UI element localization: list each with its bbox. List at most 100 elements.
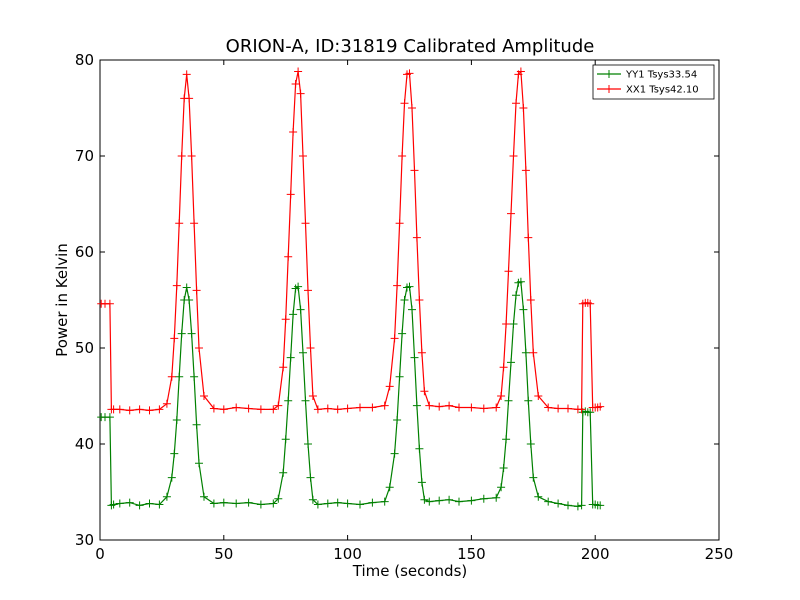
data-point — [564, 501, 572, 510]
data-point — [400, 99, 409, 108]
data-point — [185, 94, 194, 103]
data-point — [519, 305, 528, 314]
data-point — [195, 344, 203, 352]
data-point — [577, 405, 586, 414]
legend-marker — [605, 70, 613, 78]
data-point — [380, 401, 389, 410]
data-point — [274, 401, 283, 410]
data-point — [109, 500, 118, 509]
data-point — [492, 403, 501, 412]
data-point — [219, 498, 228, 507]
data-point — [534, 492, 543, 501]
data-point — [244, 498, 253, 507]
data-point — [509, 320, 518, 328]
data-point — [408, 104, 416, 112]
data-point — [507, 209, 515, 218]
data-point — [408, 305, 416, 314]
data-point — [398, 329, 407, 338]
data-point — [521, 348, 530, 357]
data-point — [200, 492, 208, 501]
x-tick-label-50: 50 — [214, 545, 233, 563]
data-point — [393, 281, 402, 290]
data-point — [145, 499, 154, 508]
data-point — [417, 478, 426, 487]
data-point — [596, 501, 605, 510]
data-point — [554, 404, 563, 413]
legend: YY1 Tsys33.54 XX1 Tsys42.10 — [592, 64, 715, 100]
x-axis-label: Time (seconds) — [352, 562, 468, 580]
data-point — [512, 291, 520, 300]
data-point — [177, 152, 186, 160]
chart-title: ORION-A, ID:31819 Calibrated Amplitude — [226, 36, 595, 57]
data-point — [125, 406, 134, 415]
data-point — [333, 498, 342, 507]
y-tick-label-50: 50 — [75, 339, 94, 357]
x-tick-label-0: 0 — [95, 545, 105, 563]
data-point — [167, 473, 176, 482]
series-layer — [97, 67, 605, 511]
data-point — [244, 404, 253, 413]
axis-ticks: 0 50 100 150 200 250 30 40 50 60 70 80 — [75, 51, 733, 563]
data-point — [410, 166, 419, 175]
data-point — [162, 492, 171, 501]
data-point — [284, 252, 293, 261]
data-point — [209, 499, 218, 508]
data-point — [405, 69, 414, 78]
data-point — [504, 396, 513, 405]
data-point — [190, 372, 199, 381]
data-point — [467, 496, 476, 505]
data-point — [301, 219, 310, 228]
data-point — [415, 296, 424, 304]
data-point — [385, 382, 394, 391]
legend-label: XX1 Tsys42.10 — [626, 85, 699, 96]
data-point — [420, 387, 429, 396]
data-point — [190, 219, 199, 228]
legend-item-1: YY1 Tsys33.54 — [597, 70, 697, 81]
data-point — [115, 499, 124, 508]
data-point — [192, 286, 201, 295]
data-point — [516, 67, 525, 76]
data-point — [398, 152, 407, 160]
data-point — [534, 392, 543, 400]
data-point — [455, 497, 463, 506]
data-point — [393, 416, 402, 424]
data-point — [155, 500, 164, 509]
legend-item-2: XX1 Tsys42.10 — [597, 85, 699, 96]
x-tick-label-200: 200 — [581, 545, 610, 563]
data-point — [172, 281, 181, 290]
data-point — [504, 267, 513, 276]
data-point — [294, 67, 303, 76]
data-point — [232, 499, 241, 508]
data-point — [304, 286, 312, 295]
data-point — [185, 296, 194, 304]
data-point — [313, 500, 322, 509]
data-point — [200, 392, 208, 400]
data-point — [343, 499, 352, 508]
data-point — [286, 353, 295, 362]
data-point — [425, 497, 434, 506]
data-point — [192, 420, 201, 429]
y-tick-label-30: 30 — [75, 531, 94, 549]
data-point — [390, 334, 399, 343]
data-point — [170, 449, 179, 458]
data-point — [507, 358, 515, 367]
data-point — [105, 413, 114, 422]
data-point — [289, 128, 298, 136]
data-point — [400, 296, 409, 304]
data-point — [175, 372, 184, 381]
data-point — [502, 435, 511, 444]
data-point — [155, 405, 164, 414]
data-point — [175, 219, 184, 228]
data-point — [368, 498, 377, 507]
data-point — [306, 344, 315, 352]
data-point — [499, 363, 508, 372]
data-point — [526, 296, 535, 304]
data-point — [279, 363, 288, 372]
data-point — [170, 334, 179, 343]
data-point — [279, 468, 288, 477]
data-point — [232, 403, 241, 412]
data-point — [182, 70, 191, 79]
data-point — [385, 483, 394, 492]
data-point — [356, 403, 364, 412]
data-point — [415, 444, 424, 453]
